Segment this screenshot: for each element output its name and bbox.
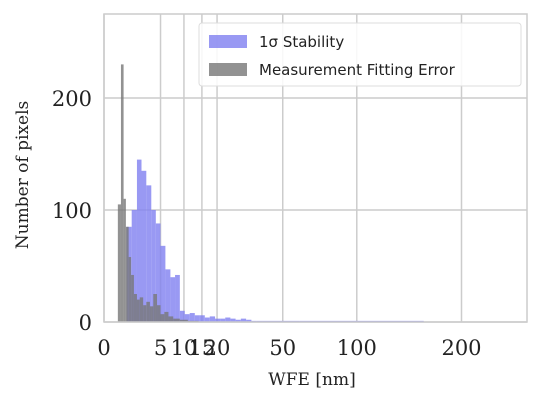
x-tick-label: 15 bbox=[189, 336, 216, 360]
histogram-bar bbox=[146, 301, 150, 322]
histogram-bar bbox=[225, 317, 231, 322]
y-tick-label: 200 bbox=[52, 87, 92, 111]
x-axis-title: WFE [nm] bbox=[268, 370, 355, 390]
histogram-bar bbox=[155, 223, 161, 322]
histogram-bar bbox=[133, 294, 137, 322]
legend-box bbox=[198, 22, 522, 87]
series-0-bars bbox=[126, 159, 424, 322]
histogram-bar bbox=[194, 315, 200, 322]
histogram-bar bbox=[175, 274, 180, 322]
legend-swatch bbox=[209, 63, 247, 76]
histogram-bar bbox=[153, 294, 158, 322]
histogram-bar bbox=[151, 210, 156, 322]
histogram-bar bbox=[146, 185, 152, 322]
histogram-bar bbox=[179, 319, 188, 322]
histogram-bar bbox=[168, 316, 174, 322]
histogram-bar bbox=[136, 159, 142, 322]
y-axis-title: Number of pixels bbox=[13, 101, 33, 249]
x-tick-label: 0 bbox=[97, 336, 110, 360]
histogram-bar bbox=[246, 319, 252, 322]
histogram-bar bbox=[189, 313, 195, 322]
plot-frame bbox=[103, 13, 528, 323]
series-1-bars bbox=[117, 64, 199, 323]
bars bbox=[117, 64, 424, 323]
histogram-bar bbox=[136, 299, 140, 322]
histogram-bar bbox=[120, 64, 124, 323]
histogram-bar bbox=[204, 317, 210, 322]
x-tick-label: 10 bbox=[171, 336, 198, 360]
histogram-bar bbox=[131, 210, 137, 322]
histogram-bar bbox=[209, 316, 216, 322]
legend-label: Measurement Fitting Error bbox=[259, 61, 456, 79]
legend: 1σ Stability Measurement Fitting Error bbox=[198, 22, 522, 87]
histogram-bar bbox=[125, 226, 129, 322]
histogram-bar bbox=[160, 314, 165, 322]
histogram-bar bbox=[149, 306, 154, 322]
histogram-bar bbox=[235, 319, 241, 322]
legend-swatch bbox=[209, 35, 247, 48]
histogram-bar bbox=[165, 269, 171, 322]
histogram-bar bbox=[215, 318, 221, 322]
histogram-bar bbox=[173, 318, 180, 322]
y-tick-label: 100 bbox=[52, 199, 92, 223]
histogram-bar bbox=[123, 198, 126, 322]
histogram-bar bbox=[184, 314, 190, 322]
histogram-bar bbox=[141, 170, 147, 322]
histogram-bar bbox=[117, 204, 121, 322]
x-tick-label: 50 bbox=[269, 336, 296, 360]
histogram-bar bbox=[179, 310, 185, 322]
histogram-bar bbox=[164, 311, 169, 322]
histogram-bar bbox=[143, 305, 147, 322]
x-tick-label: 100 bbox=[337, 336, 377, 360]
histogram-bar bbox=[230, 318, 236, 322]
histogram-bar bbox=[199, 315, 205, 322]
legend-label: 1σ Stability bbox=[259, 33, 344, 51]
histogram-bar bbox=[220, 318, 226, 322]
y-axis-ticks: 0 100 200 bbox=[52, 87, 92, 335]
y-tick-label: 0 bbox=[79, 311, 92, 335]
x-tick-label: 200 bbox=[441, 336, 481, 360]
x-tick-label: 5 bbox=[154, 336, 167, 360]
histogram-bar bbox=[139, 297, 144, 322]
histogram-bar bbox=[240, 318, 247, 322]
histogram-bar bbox=[170, 277, 176, 322]
histogram-bar bbox=[131, 274, 134, 322]
x-tick-label: 20 bbox=[204, 336, 231, 360]
histogram-bar bbox=[128, 257, 132, 322]
histogram-bar bbox=[157, 305, 161, 322]
histogram-bar bbox=[160, 245, 166, 322]
